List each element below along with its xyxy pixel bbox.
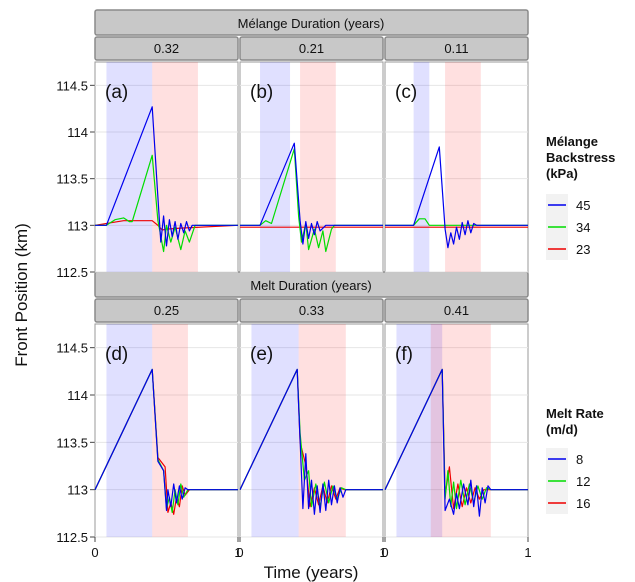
panels: 112.5 113 113.5 114 114.5 0.32 (a) 0.21 (b) 0.11 (… <box>56 36 532 560</box>
melt-band <box>298 324 346 537</box>
x-axis-title: Time (years) <box>264 563 359 582</box>
series-line-34 <box>95 154 238 253</box>
legend-melange-entry-34: 34 <box>546 216 590 238</box>
y-tick-label-1-3: 114 <box>67 388 88 403</box>
y-axis-title: Front Position (km) <box>12 223 31 367</box>
legend-melange-title-3: (kPa) <box>546 166 578 181</box>
panel-background <box>239 61 384 273</box>
y-tick-label-0-3: 114 <box>67 125 88 140</box>
series-line-45 <box>240 142 383 245</box>
melange-band <box>396 324 443 537</box>
melange-band <box>260 62 291 272</box>
legend-melt-entry-16: 16 <box>546 492 590 514</box>
panel-strip <box>239 298 384 323</box>
melange-band <box>251 324 299 537</box>
y-tick-label-1-4: 114.5 <box>56 341 88 356</box>
y-tick-label-1-2: 113.5 <box>56 435 88 450</box>
series-line-34 <box>240 148 383 253</box>
group-strip-melange: Mélange Duration (years) <box>94 9 529 36</box>
x-tick-label: 0 <box>91 545 98 560</box>
x-tick-label: 1 <box>234 545 241 560</box>
series-line-12 <box>384 368 528 510</box>
melt-band <box>152 62 198 272</box>
legend-melt: Melt Rate (m/d) 8 12 16 <box>546 406 604 514</box>
melt-band <box>300 62 336 272</box>
legend-melt-label-12: 12 <box>576 474 590 489</box>
y-tick-label-0-1: 113 <box>67 218 88 233</box>
group-strip-melange-label: Mélange Duration (years) <box>238 16 385 31</box>
panel-strip-label: 0.33 <box>299 303 324 318</box>
panel-background <box>384 61 529 273</box>
panel-background <box>94 61 239 273</box>
legend-melt-label-8: 8 <box>576 452 583 467</box>
y-tick-label-1-1: 113 <box>67 483 88 498</box>
legend-melange-entry-23: 23 <box>546 238 590 260</box>
group-strip-melt: Melt Duration (years) <box>94 271 529 298</box>
melange-band <box>106 324 153 537</box>
panel-strip-label: 0.25 <box>154 303 179 318</box>
panel-background <box>384 323 529 538</box>
panel-tag: (d) <box>105 344 128 365</box>
panel-b: 0.21 (b) <box>239 36 384 273</box>
legend-melange-label-45: 45 <box>576 198 590 213</box>
y-tick-label-0-2: 113.5 <box>56 172 88 187</box>
panel-strip <box>239 36 384 61</box>
panel-c: 0.11 (c) <box>384 36 529 273</box>
panel-tag: (f) <box>395 344 413 365</box>
legend-melange-label-23: 23 <box>576 242 590 257</box>
panel-a: 0.32 (a) <box>94 36 239 273</box>
panel-strip-label: 0.41 <box>444 303 469 318</box>
legend-melange-entry-45: 45 <box>546 194 590 216</box>
y-tick-label-1-0: 112.5 <box>56 530 88 545</box>
panel-e: 0.33(e)0 1 <box>236 298 387 560</box>
x-tick-label: 0 <box>236 545 243 560</box>
melt-band <box>430 324 491 537</box>
series-line-8 <box>94 368 238 512</box>
legend-melange: Mélange Backstress (kPa) 45 34 23 <box>546 134 615 260</box>
legend-melt-title-2: (m/d) <box>546 422 578 437</box>
legend-melt-entry-12: 12 <box>546 470 590 492</box>
y-tick-label-0-4: 114.5 <box>56 78 88 93</box>
x-tick-label: 1 <box>379 545 386 560</box>
panel-tag: (e) <box>250 344 273 365</box>
legend-melt-label-16: 16 <box>576 496 590 511</box>
y-tick-label-0-0: 112.5 <box>56 265 88 280</box>
legend-melange-title-1: Mélange <box>546 134 598 149</box>
panel-strip-label: 0.21 <box>299 41 324 56</box>
legend-melt-entry-8: 8 <box>546 448 583 470</box>
panel-strip <box>384 298 529 323</box>
panel-tag: (a) <box>105 82 128 103</box>
melt-band <box>445 62 481 272</box>
panel-strip <box>94 298 239 323</box>
x-tick-label: 0 <box>381 545 388 560</box>
panel-d: 0.25(d)0 1 <box>91 298 242 560</box>
series-line-45 <box>385 146 528 249</box>
panel-strip-label: 0.32 <box>154 41 179 56</box>
panel-f: 0.41(f)0 1 <box>381 298 532 560</box>
panel-strip <box>384 36 529 61</box>
panel-strip-label: 0.11 <box>444 41 468 56</box>
panel-tag: (c) <box>395 82 417 103</box>
series-line-8 <box>384 368 528 517</box>
legend-melange-label-34: 34 <box>576 220 590 235</box>
panel-strip <box>94 36 239 61</box>
legend-melange-title-2: Backstress <box>546 150 615 165</box>
series-line-45 <box>95 106 238 247</box>
x-tick-label: 1 <box>524 545 531 560</box>
group-strip-melt-label: Melt Duration (years) <box>250 278 371 293</box>
panel-tag: (b) <box>250 82 273 103</box>
legend-melt-title-1: Melt Rate <box>546 406 604 421</box>
series-line-8 <box>239 368 383 515</box>
